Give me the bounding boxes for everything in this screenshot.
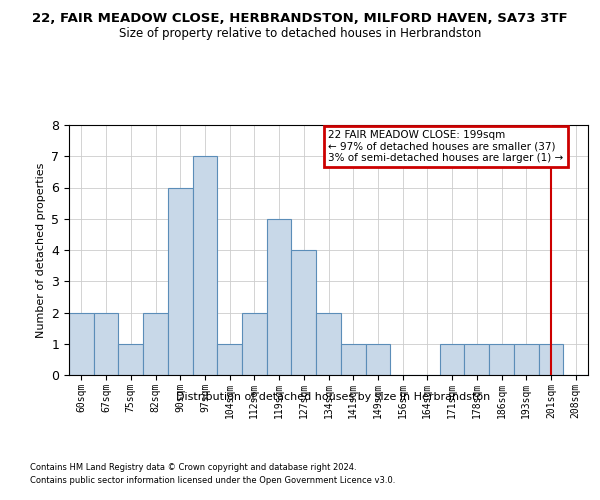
- Text: Distribution of detached houses by size in Herbrandston: Distribution of detached houses by size …: [176, 392, 490, 402]
- Bar: [118, 344, 143, 375]
- Bar: [489, 344, 514, 375]
- Bar: [539, 344, 563, 375]
- Text: Contains public sector information licensed under the Open Government Licence v3: Contains public sector information licen…: [30, 476, 395, 485]
- Bar: [168, 188, 193, 375]
- Bar: [267, 219, 292, 375]
- Text: 22 FAIR MEADOW CLOSE: 199sqm
← 97% of detached houses are smaller (37)
3% of sem: 22 FAIR MEADOW CLOSE: 199sqm ← 97% of de…: [329, 130, 564, 163]
- Bar: [69, 312, 94, 375]
- Text: 22, FAIR MEADOW CLOSE, HERBRANDSTON, MILFORD HAVEN, SA73 3TF: 22, FAIR MEADOW CLOSE, HERBRANDSTON, MIL…: [32, 12, 568, 26]
- Text: Contains HM Land Registry data © Crown copyright and database right 2024.: Contains HM Land Registry data © Crown c…: [30, 462, 356, 471]
- Bar: [242, 312, 267, 375]
- Bar: [143, 312, 168, 375]
- Bar: [316, 312, 341, 375]
- Bar: [193, 156, 217, 375]
- Bar: [365, 344, 390, 375]
- Bar: [514, 344, 539, 375]
- Bar: [341, 344, 365, 375]
- Bar: [292, 250, 316, 375]
- Bar: [440, 344, 464, 375]
- Y-axis label: Number of detached properties: Number of detached properties: [36, 162, 46, 338]
- Bar: [464, 344, 489, 375]
- Bar: [217, 344, 242, 375]
- Bar: [94, 312, 118, 375]
- Text: Size of property relative to detached houses in Herbrandston: Size of property relative to detached ho…: [119, 28, 481, 40]
